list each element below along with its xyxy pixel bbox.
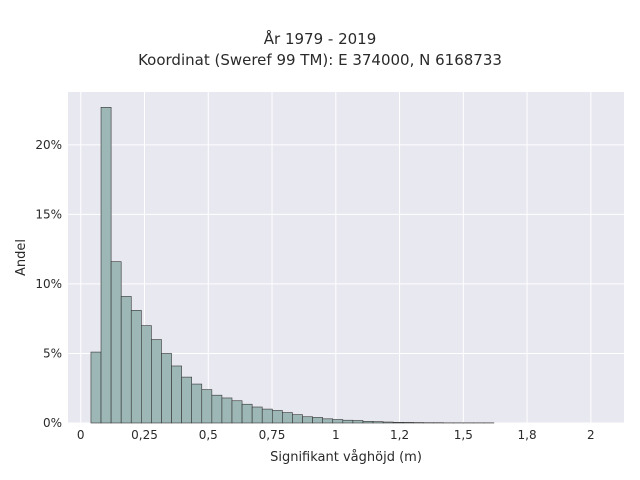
x-tick-label: 1,8 [518,428,537,442]
histogram-bar [261,408,273,424]
chart-title: År 1979 - 2019 [263,30,377,48]
histogram-bar [201,389,213,424]
histogram-bar [342,419,354,424]
histogram-bar [231,400,243,424]
histogram-bar [211,394,223,424]
histogram-bar [271,410,283,424]
y-tick-labels: 0% 5% 10% 15% 20% [35,138,62,430]
histogram-bar [332,419,344,424]
x-axis-label: Signifikant våghöjd (m) [270,450,422,465]
histogram-bar [382,421,394,424]
x-tick-label: 0,75 [259,428,286,442]
y-tick-label: 15% [35,207,62,221]
histogram-bar [241,403,253,424]
histogram-bar [90,351,102,424]
histogram-bar [141,325,152,424]
histogram-bar [120,296,132,424]
histogram-bar [402,422,414,424]
x-tick-label: 0 [77,428,85,442]
histogram-bar [312,417,323,424]
chart-subtitle: Koordinat (Sweref 99 TM): E 374000, N 61… [138,51,502,69]
x-tick-label: 1,5 [454,428,473,442]
x-tick-label: 1 [332,428,340,442]
x-tick-labels: 0 0,25 0,5 0,75 1 1,2 1,5 1,8 2 [77,428,595,442]
histogram-bar [362,421,374,424]
histogram-bar [130,310,142,424]
y-tick-label: 20% [35,138,62,152]
histogram-bar [302,416,313,424]
histogram-bar [100,106,112,424]
x-tick-label: 2 [587,428,595,442]
x-tick-label: 0,25 [131,428,158,442]
histogram-bar [181,376,192,424]
histogram-bar [372,421,384,424]
histogram-bar [352,420,364,424]
y-tick-label: 5% [43,346,62,360]
histogram-bars [90,106,495,424]
y-axis-label: Andel [14,239,29,276]
histogram-bar [151,339,162,424]
histogram-bar [221,397,233,424]
histogram-bar [292,414,303,424]
histogram-bar [171,365,182,424]
y-tick-label: 10% [35,277,62,291]
histogram-bar [251,406,263,424]
histogram-bar [110,261,122,424]
histogram-bar [322,418,334,424]
histogram-bar [392,422,404,424]
y-tick-label: 0% [43,416,62,430]
histogram-bar [191,383,203,424]
histogram-bar [161,353,172,424]
x-tick-label: 1,2 [390,428,409,442]
histogram-bar [282,412,293,424]
x-tick-label: 0,5 [199,428,218,442]
